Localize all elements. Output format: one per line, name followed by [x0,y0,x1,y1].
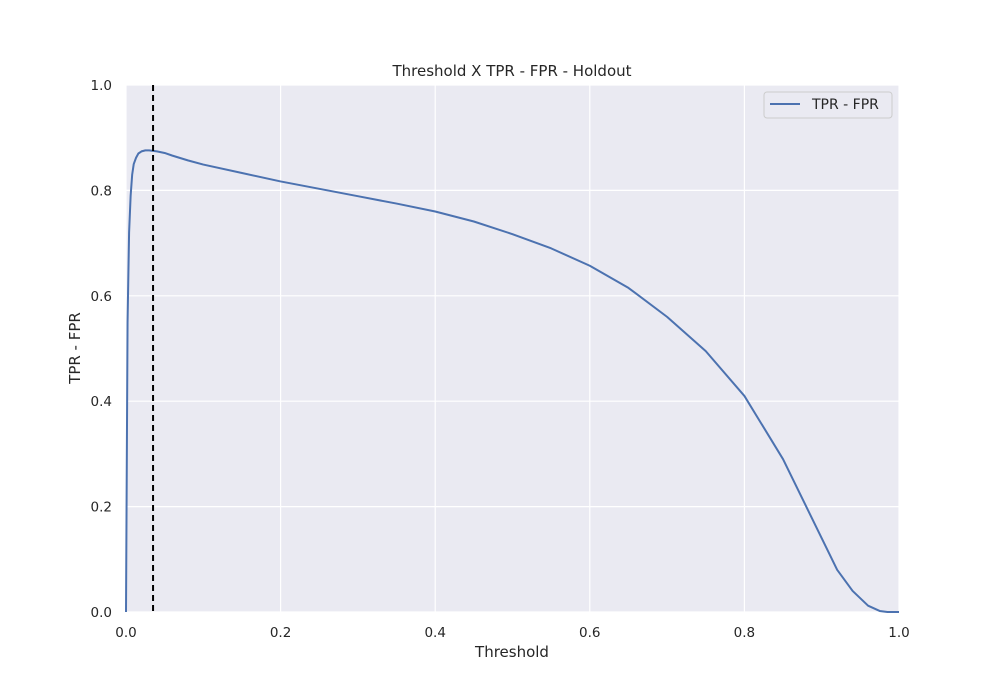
x-tick-label: 0.4 [424,625,445,641]
legend: TPR - FPR [763,91,893,119]
series-line-tpr-fpr [125,149,899,613]
chart-title: Threshold X TPR - FPR - Holdout [391,62,631,80]
y-tick-label: 0.4 [91,394,112,410]
y-tick-label: 0.0 [91,605,112,621]
x-tick-label: 0.6 [579,625,600,641]
y-axis-label: TPR - FPR [66,312,84,385]
legend-label: TPR - FPR [811,97,879,113]
grid-lines [125,84,900,613]
plot-background [126,85,899,612]
tick-labels: 0.0 0.2 0.4 0.6 0.8 1.0 0.0 0.2 0.4 0.6 0.8 1.0 [91,78,910,641]
y-tick-label: 0.6 [91,289,112,305]
x-tick-label: 0.8 [734,625,755,641]
y-tick-label: 0.2 [91,500,112,516]
y-tick-label: 1.0 [91,78,112,94]
x-tick-label: 0.0 [115,625,136,641]
legend-box [763,91,893,119]
series-layer [125,149,899,613]
y-tick-label: 0.8 [91,183,112,199]
x-tick-label: 1.0 [888,625,909,641]
x-tick-label: 0.2 [270,625,291,641]
x-axis-label: Threshold [474,643,549,661]
